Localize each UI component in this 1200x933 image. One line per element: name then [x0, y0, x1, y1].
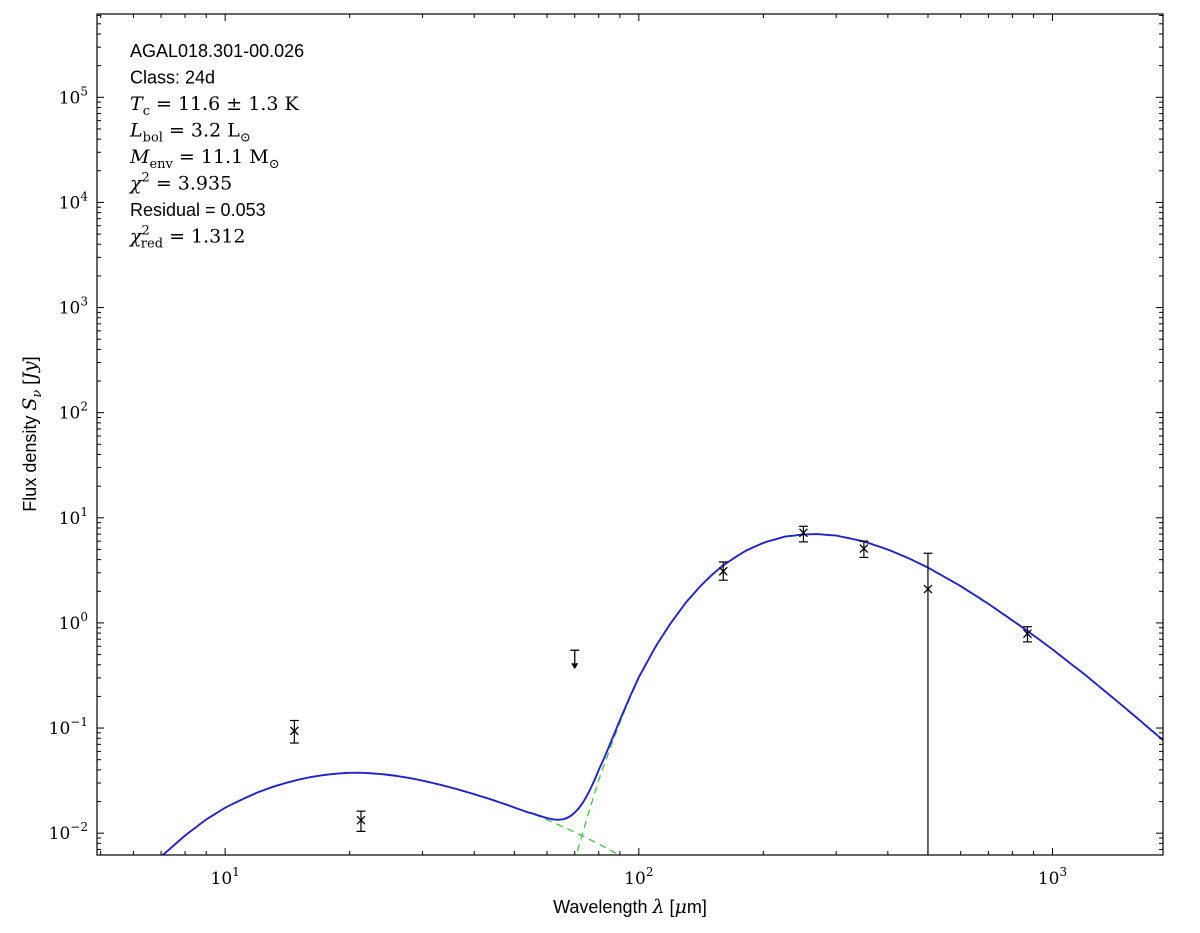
annotation-line: χ2 red = 1.312 [128, 224, 245, 252]
curve-model-fit-total [161, 533, 1163, 855]
axis-titles: Wavelength λ [μm] Flux density Sν [Jy] [19, 356, 707, 918]
x-axis-label: Wavelength λ [μm] [553, 896, 707, 918]
y-axis-label: Flux density Sν [Jy] [19, 356, 45, 511]
upper-limit-marker [570, 649, 580, 670]
axis-ticks [97, 14, 1163, 855]
annotation-line: Lbol = 3.2 L⊙ [129, 120, 251, 146]
data-point [289, 719, 299, 744]
y-tick-label: 10−2 [49, 820, 88, 844]
x-marker [923, 584, 933, 594]
annotation-line: Class: 24d [130, 68, 215, 88]
annotation-line: AGAL018.301-00.026 [130, 41, 304, 61]
y-tick-label: 105 [59, 84, 88, 108]
data-point [1022, 626, 1032, 643]
model-curves [161, 533, 1163, 855]
x-tick-label: 102 [624, 865, 653, 889]
x-tick-label: 101 [211, 865, 240, 889]
data-point [798, 525, 808, 543]
axes [96, 13, 1164, 856]
x-marker [798, 528, 808, 538]
y-tick-label: 104 [59, 189, 89, 213]
data-point [859, 540, 869, 559]
y-tick-label: 100 [59, 610, 88, 634]
x-marker [718, 566, 728, 576]
x-marker [859, 544, 869, 554]
annotation-line: Residual = 0.053 [130, 200, 266, 220]
data-points [289, 525, 1032, 855]
x-marker [289, 726, 299, 736]
x-marker [1023, 629, 1032, 639]
y-tick-label: 103 [59, 295, 88, 319]
y-tick-label: 102 [59, 400, 88, 424]
annotation-line: Menv = 11.1 M⊙ [129, 146, 280, 172]
annotation-block: AGAL018.301-00.026 Class: 24d Tc = 11.6 ± … [128, 41, 304, 252]
y-tick-label: 10−1 [49, 715, 88, 739]
tick-labels: 101 102 103 10−2 10−1 100 101 102 103 104 105 [49, 84, 1067, 889]
x-marker [356, 815, 366, 825]
annotation-line: Tc = 11.6 ± 1.3 K [130, 93, 300, 119]
annotation-line: χ2 = 3.935 [128, 171, 232, 195]
data-point [923, 552, 933, 855]
plot-border [96, 13, 1164, 856]
data-point [718, 561, 728, 581]
y-tick-label: 101 [59, 505, 88, 529]
down-arrow-icon [571, 663, 579, 670]
data-point [356, 810, 366, 832]
x-tick-label: 103 [1038, 865, 1067, 889]
